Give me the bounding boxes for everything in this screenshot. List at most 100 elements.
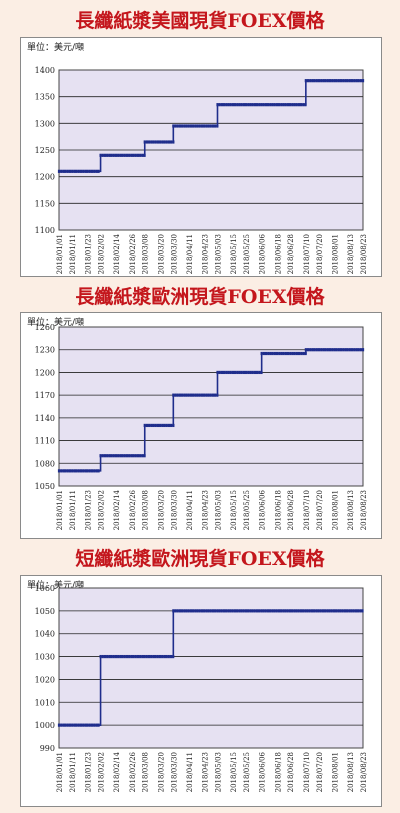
data-point: [93, 723, 96, 727]
data-point: [90, 469, 94, 473]
data-point: [264, 609, 267, 613]
data-point: [222, 609, 226, 613]
data-point: [194, 609, 197, 613]
data-point: [95, 723, 98, 727]
data-point: [242, 370, 245, 375]
data-point: [117, 454, 120, 458]
x-tick-label: 2018/08/13: [347, 752, 355, 792]
data-point: [125, 153, 129, 157]
data-point: [185, 609, 188, 613]
x-tick-label: 2018/01/23: [85, 752, 93, 792]
data-point: [194, 393, 197, 397]
x-tick-label: 2018/04/23: [202, 490, 210, 530]
data-point: [132, 454, 135, 458]
data-point: [200, 393, 204, 397]
data-point: [315, 79, 318, 83]
data-point: [119, 454, 122, 458]
data-point: [198, 393, 201, 397]
data-point: [333, 79, 336, 83]
data-point: [209, 124, 212, 128]
data-point: [260, 609, 263, 613]
data-point: [359, 609, 362, 613]
data-point: [178, 124, 182, 128]
data-point: [339, 79, 343, 83]
data-point: [344, 79, 347, 83]
data-point: [97, 469, 100, 473]
data-point: [68, 169, 72, 173]
data-point: [189, 393, 193, 397]
data-point: [240, 103, 243, 107]
data-point: [216, 393, 219, 397]
data-point: [101, 454, 104, 458]
data-point: [258, 370, 261, 375]
data-point: [302, 609, 305, 613]
x-tick-label: 2018/01/23: [85, 490, 93, 530]
data-point: [293, 351, 296, 356]
data-point: [82, 469, 85, 473]
data-point: [361, 79, 365, 83]
data-point: [134, 153, 137, 157]
data-point: [211, 609, 215, 613]
y-tick-label: 1140: [35, 414, 55, 423]
data-point: [178, 393, 182, 397]
x-tick-label: 2018/05/03: [214, 234, 222, 274]
data-point: [238, 370, 241, 375]
data-point: [253, 609, 256, 613]
data-point: [73, 469, 76, 473]
data-point: [145, 654, 148, 659]
data-point: [251, 609, 254, 613]
data-point: [227, 609, 230, 613]
data-point: [71, 169, 74, 173]
data-point: [295, 103, 298, 107]
data-point: [342, 79, 345, 83]
data-point: [324, 348, 327, 352]
data-point: [357, 348, 360, 352]
data-point: [317, 609, 320, 613]
data-point: [231, 103, 234, 107]
data-point: [321, 609, 325, 613]
data-point: [110, 454, 113, 458]
data-point: [277, 103, 281, 107]
data-point: [143, 654, 146, 659]
data-point: [145, 140, 149, 144]
data-point: [79, 723, 83, 727]
data-point: [136, 153, 140, 157]
data-point: [233, 609, 237, 613]
data-point: [187, 393, 190, 397]
data-point: [233, 370, 237, 375]
x-tick-label: 2018/03/08: [142, 752, 150, 792]
data-point: [152, 423, 155, 428]
data-point: [291, 609, 294, 613]
data-point: [335, 348, 338, 352]
data-point: [88, 723, 91, 727]
data-point: [84, 169, 87, 173]
data-point: [306, 609, 309, 613]
data-point: [108, 153, 111, 157]
data-point: [123, 153, 126, 157]
data-point: [183, 124, 186, 128]
data-point: [145, 423, 149, 428]
data-point: [332, 609, 336, 613]
data-point: [240, 609, 243, 613]
data-point: [189, 124, 193, 128]
data-point: [75, 169, 78, 173]
data-point: [304, 348, 307, 352]
data-point: [359, 348, 362, 352]
data-point: [112, 153, 115, 157]
data-point: [220, 103, 223, 107]
series-line: [59, 79, 363, 173]
data-point: [341, 609, 344, 613]
data-point: [165, 140, 168, 144]
data-point: [128, 454, 131, 458]
data-point: [134, 654, 137, 659]
data-point: [255, 103, 259, 107]
data-point: [119, 654, 122, 659]
data-point: [247, 370, 250, 375]
data-point: [152, 654, 155, 659]
data-point: [187, 609, 190, 613]
data-point: [82, 169, 85, 173]
x-tick-label: 2018/04/11: [186, 752, 194, 792]
x-tick-label: 2018/05/03: [214, 752, 222, 792]
data-point: [134, 454, 137, 458]
data-point: [326, 348, 329, 352]
